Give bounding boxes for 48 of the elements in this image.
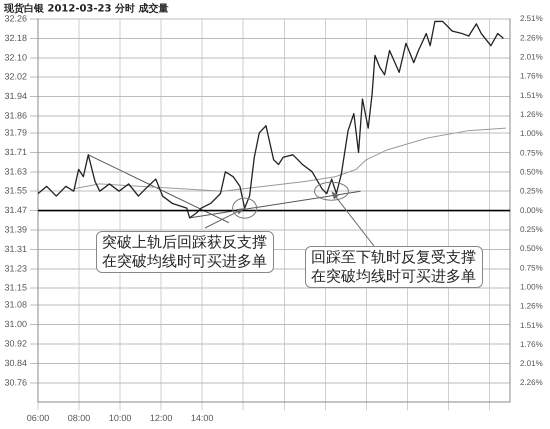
y-tick-label: 32.02 bbox=[4, 72, 27, 82]
y2-tick-label: 0.75% bbox=[520, 263, 543, 272]
y-tick-label: 32.26 bbox=[4, 13, 27, 24]
x-tick-label: 12:00 bbox=[150, 413, 172, 424]
y-tick-label: 31.63 bbox=[4, 166, 27, 176]
y2-tick-label: 1.51% bbox=[520, 90, 543, 100]
y-tick-label: 32.10 bbox=[4, 52, 27, 62]
y2-tick-label: 1.76% bbox=[520, 340, 543, 349]
y2-tick-label: 2.26% bbox=[520, 33, 543, 42]
y2-tick-label: 0.50% bbox=[520, 244, 543, 254]
y-tick-label: 31.15 bbox=[4, 282, 27, 293]
y-tick-label: 31.86 bbox=[4, 110, 27, 120]
x-tick-label: 06:00 bbox=[26, 413, 50, 424]
chart-title: 现货白银 2012-03-23 分时 成交量 bbox=[3, 2, 168, 15]
y-tick-label: 31.23 bbox=[4, 263, 27, 274]
y2-tick-label: 1.26% bbox=[520, 302, 543, 311]
x-tick-label: 14:00 bbox=[190, 413, 214, 424]
y2-tick-label: 1.76% bbox=[520, 72, 543, 81]
x-tick-label: 08:00 bbox=[68, 413, 90, 424]
annotation: 突破上轨后回踩获反支撑在突破均线时可买进多单 bbox=[96, 231, 274, 273]
y-tick-label: 31.47 bbox=[4, 205, 27, 216]
y2-tick-label: 0.25% bbox=[520, 224, 543, 234]
y2-tick-label: 1.00% bbox=[520, 129, 543, 138]
y2-tick-label: 1.51% bbox=[520, 320, 543, 330]
y2-tick-label: 0.75% bbox=[520, 148, 543, 158]
y2-tick-label: 1.00% bbox=[520, 282, 543, 292]
y2-tick-label: 1.26% bbox=[520, 110, 543, 120]
y-tick-label: 32.18 bbox=[4, 32, 27, 43]
y-tick-label: 30.76 bbox=[4, 377, 27, 388]
y-tick-label: 31.55 bbox=[4, 186, 27, 196]
y-tick-label: 31.08 bbox=[4, 300, 27, 310]
y2-tick-label: 2.26% bbox=[520, 378, 543, 388]
y-tick-label: 31.94 bbox=[4, 91, 27, 102]
annotation: 回踩至下轨时反复受支撑在突破均线时可买进多单 bbox=[305, 246, 483, 288]
y2-tick-label: 2.01% bbox=[520, 52, 543, 62]
x-tick-label: 10:00 bbox=[108, 413, 132, 424]
y-tick-label: 30.84 bbox=[4, 358, 27, 368]
y-tick-label: 31.31 bbox=[4, 244, 27, 254]
y2-tick-label: 2.51% bbox=[520, 14, 543, 24]
y-tick-label: 31.00 bbox=[4, 319, 27, 330]
y2-tick-label: 0.00% bbox=[520, 206, 543, 215]
y-tick-label: 30.92 bbox=[4, 338, 27, 348]
y2-tick-label: 2.01% bbox=[520, 359, 543, 368]
y-tick-label: 31.71 bbox=[4, 146, 27, 157]
y2-tick-label: 0.25% bbox=[520, 186, 543, 196]
y-tick-label: 31.79 bbox=[4, 127, 27, 138]
y2-tick-label: 0.50% bbox=[520, 167, 543, 176]
y-tick-label: 31.39 bbox=[4, 224, 27, 234]
